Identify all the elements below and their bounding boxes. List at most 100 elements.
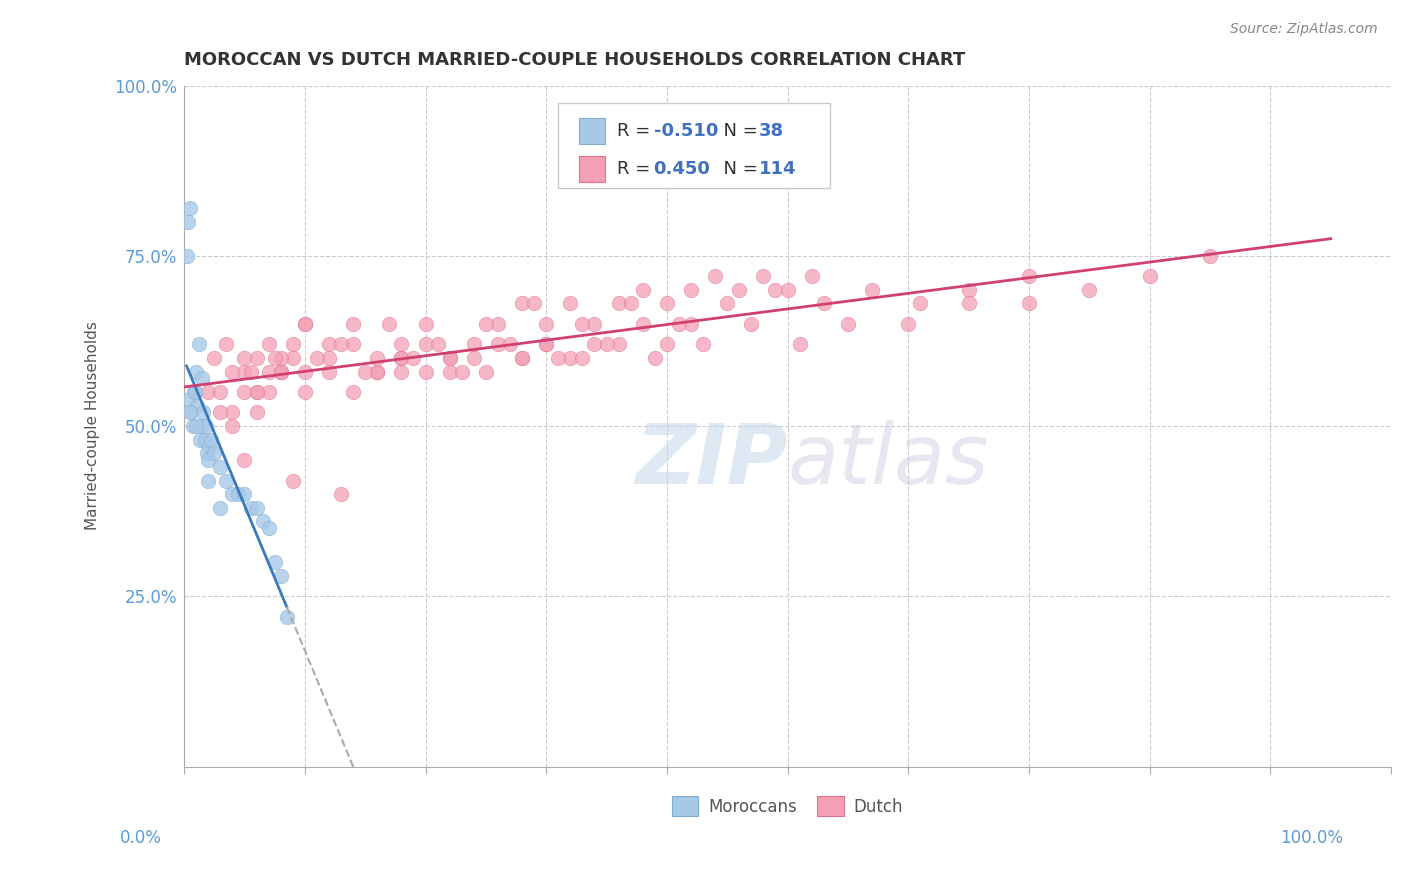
- Point: [1139, 269, 1161, 284]
- Point: [270, 365, 292, 379]
- Text: R =: R =: [617, 160, 657, 178]
- Point: [197, 453, 219, 467]
- Point: [318, 337, 340, 351]
- Point: [239, 500, 262, 515]
- Point: [330, 487, 353, 501]
- Point: [186, 399, 208, 413]
- Point: [342, 384, 364, 399]
- Point: [257, 384, 280, 399]
- Legend: Moroccans, Dutch: Moroccans, Dutch: [665, 789, 910, 823]
- FancyBboxPatch shape: [579, 118, 606, 144]
- Point: [176, 249, 198, 263]
- FancyBboxPatch shape: [579, 156, 606, 182]
- Point: [776, 283, 799, 297]
- Point: [607, 337, 630, 351]
- Point: [200, 433, 222, 447]
- Point: [221, 365, 243, 379]
- Point: [499, 337, 522, 351]
- Point: [215, 337, 238, 351]
- Point: [270, 351, 292, 365]
- Point: [450, 365, 472, 379]
- Point: [679, 283, 702, 297]
- Point: [188, 433, 211, 447]
- Point: [195, 446, 218, 460]
- Point: [560, 351, 582, 365]
- Text: MOROCCAN VS DUTCH MARRIED-COUPLE HOUSEHOLDS CORRELATION CHART: MOROCCAN VS DUTCH MARRIED-COUPLE HOUSEHO…: [184, 51, 966, 69]
- Point: [607, 296, 630, 310]
- Point: [257, 521, 280, 535]
- Point: [215, 474, 238, 488]
- Point: [305, 351, 328, 365]
- Point: [257, 337, 280, 351]
- Point: [177, 392, 200, 406]
- Point: [1018, 269, 1040, 284]
- Point: [631, 283, 654, 297]
- Point: [439, 351, 461, 365]
- Point: [534, 337, 557, 351]
- Point: [342, 317, 364, 331]
- Point: [179, 201, 201, 215]
- Point: [186, 365, 208, 379]
- Point: [475, 365, 498, 379]
- Point: [181, 419, 204, 434]
- Text: 0.450: 0.450: [654, 160, 710, 178]
- Text: 38: 38: [759, 122, 783, 140]
- Point: [366, 365, 388, 379]
- Point: [245, 351, 267, 365]
- Point: [655, 337, 678, 351]
- Point: [547, 351, 569, 365]
- Point: [510, 351, 533, 365]
- Point: [270, 365, 292, 379]
- Point: [415, 337, 437, 351]
- Text: R =: R =: [617, 122, 657, 140]
- Point: [463, 337, 485, 351]
- Point: [233, 365, 256, 379]
- Point: [281, 351, 304, 365]
- Point: [294, 317, 316, 331]
- Point: [202, 446, 225, 460]
- Point: [692, 337, 714, 351]
- Point: [463, 351, 485, 365]
- Point: [245, 500, 267, 515]
- Point: [221, 405, 243, 419]
- Point: [281, 474, 304, 488]
- FancyBboxPatch shape: [558, 103, 830, 187]
- Point: [486, 317, 509, 331]
- Point: [957, 283, 980, 297]
- Text: 100.0%: 100.0%: [1279, 829, 1343, 847]
- Point: [209, 459, 232, 474]
- Point: [194, 419, 217, 434]
- Point: [263, 555, 285, 569]
- Point: [202, 351, 225, 365]
- Point: [209, 500, 232, 515]
- Point: [475, 317, 498, 331]
- Point: [910, 296, 932, 310]
- Point: [740, 317, 762, 331]
- Point: [245, 384, 267, 399]
- Point: [644, 351, 666, 365]
- Point: [221, 487, 243, 501]
- Text: 0.0%: 0.0%: [120, 829, 162, 847]
- Point: [239, 365, 262, 379]
- Point: [679, 317, 702, 331]
- Point: [197, 384, 219, 399]
- Text: 114: 114: [759, 160, 796, 178]
- Y-axis label: Married-couple Households: Married-couple Households: [86, 322, 100, 531]
- Point: [184, 384, 207, 399]
- Point: [1199, 249, 1222, 263]
- Point: [860, 283, 883, 297]
- Point: [233, 487, 256, 501]
- Point: [595, 337, 617, 351]
- Point: [209, 384, 232, 399]
- Point: [177, 215, 200, 229]
- Point: [233, 351, 256, 365]
- Point: [415, 365, 437, 379]
- Point: [837, 317, 859, 331]
- Text: -0.510: -0.510: [654, 122, 718, 140]
- Point: [179, 405, 201, 419]
- Point: [668, 317, 690, 331]
- Point: [1078, 283, 1101, 297]
- Point: [571, 351, 593, 365]
- Point: [354, 365, 377, 379]
- Point: [270, 365, 292, 379]
